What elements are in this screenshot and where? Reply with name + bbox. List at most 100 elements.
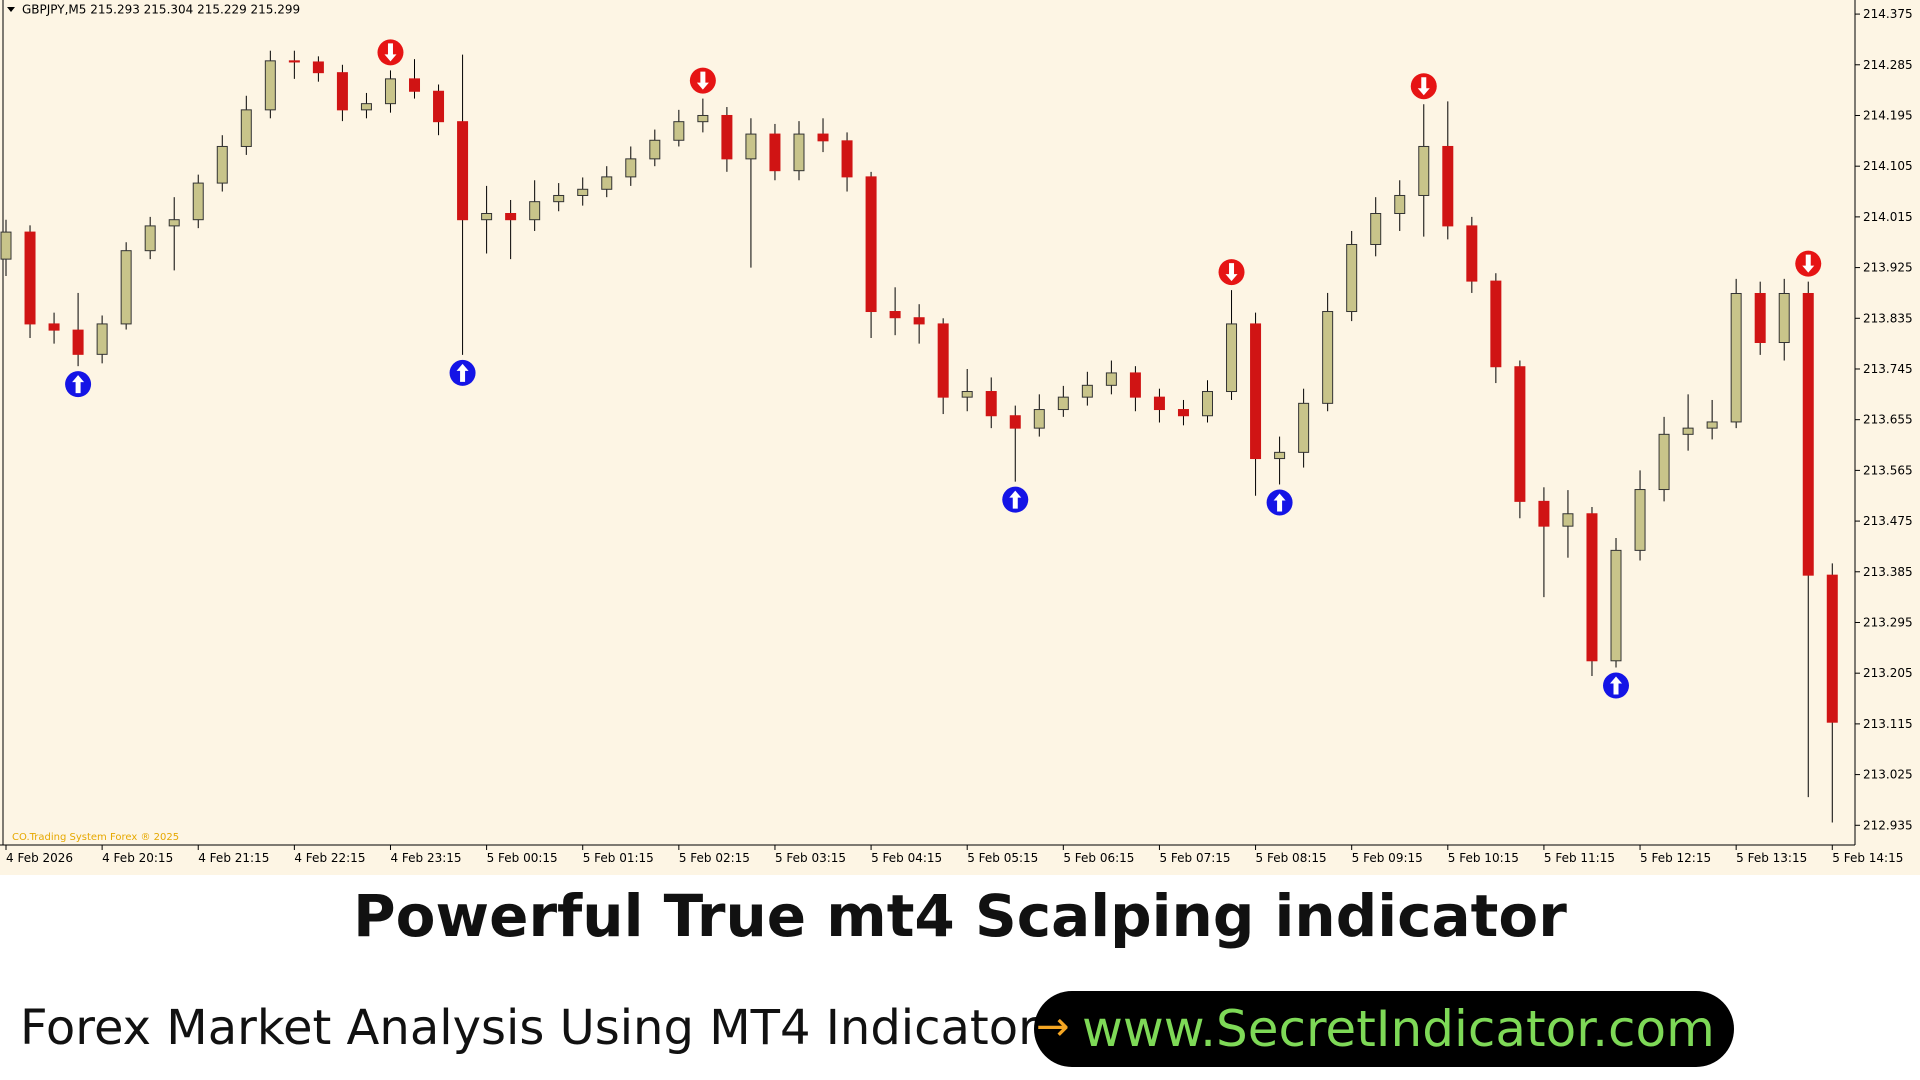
buy-arrow — [1002, 486, 1029, 513]
candle-body — [889, 311, 901, 319]
candle-body — [985, 391, 997, 417]
candle-body — [817, 133, 829, 142]
candle-body — [625, 158, 637, 178]
candle-body — [216, 145, 228, 184]
candle-body — [288, 60, 300, 63]
candle-body — [1418, 145, 1430, 196]
candle-body — [1490, 280, 1502, 368]
candle-body — [865, 176, 877, 313]
y-tick-label: 214.015 — [1863, 210, 1913, 224]
candle-body — [1586, 513, 1598, 662]
x-tick-label: 5 Feb 05:15 — [967, 851, 1038, 865]
candle-body — [409, 78, 421, 92]
arrow-glyph — [1273, 493, 1286, 512]
candle-body — [529, 201, 541, 221]
candle-body — [1826, 574, 1838, 723]
candle-body — [1514, 366, 1526, 502]
arrow-glyph — [384, 43, 397, 62]
x-tick-label: 5 Feb 13:15 — [1736, 851, 1807, 865]
y-tick-label: 214.375 — [1863, 7, 1913, 21]
candle-body — [312, 61, 324, 74]
watermark: CO.Trading System Forex ® 2025 — [12, 832, 179, 843]
candle-body — [1370, 213, 1382, 245]
candle-body — [1322, 311, 1334, 404]
arrow-glyph — [1610, 676, 1623, 695]
y-tick-label: 213.115 — [1863, 717, 1913, 731]
candle-body — [1033, 409, 1045, 429]
candle-body — [457, 121, 469, 221]
candle-body — [240, 109, 252, 147]
candle-body — [1298, 402, 1310, 453]
banner-url[interactable]: www.SecretIndicator.com — [1082, 1000, 1715, 1058]
arrow-glyph — [1225, 263, 1238, 282]
candle-body — [1250, 323, 1262, 460]
candle-body — [1442, 145, 1454, 227]
candle-body — [96, 323, 108, 355]
y-tick-label: 213.295 — [1863, 615, 1913, 629]
sell-arrow — [689, 67, 716, 94]
candle-body — [360, 103, 372, 111]
y-tick-label: 212.935 — [1863, 818, 1913, 832]
x-tick-label: 5 Feb 09:15 — [1352, 851, 1423, 865]
candle-body — [481, 213, 493, 221]
buy-arrow — [449, 359, 476, 386]
candle-body — [1009, 415, 1021, 429]
candle-body — [601, 176, 613, 190]
buy-arrow — [1266, 489, 1293, 516]
y-tick-label: 213.835 — [1863, 311, 1913, 325]
candle-body — [1466, 225, 1478, 282]
candle-body — [24, 231, 36, 325]
arrow-icon: → — [1036, 1004, 1070, 1050]
buy-arrow — [1603, 672, 1630, 699]
candle-body — [168, 219, 180, 227]
y-tick-label: 213.655 — [1863, 413, 1913, 427]
candle-body — [649, 139, 661, 160]
arrow-glyph — [1802, 254, 1815, 273]
candle-body — [721, 114, 733, 160]
x-tick-label: 5 Feb 08:15 — [1256, 851, 1327, 865]
candle-body — [264, 60, 276, 111]
x-tick-label: 4 Feb 2026 — [6, 851, 73, 865]
sell-arrow — [1410, 73, 1437, 100]
x-tick-label: 5 Feb 01:15 — [583, 851, 654, 865]
sell-arrow — [1795, 250, 1822, 277]
banner-title: Powerful True mt4 Scalping indicator — [353, 882, 1567, 950]
url-pill[interactable] — [1034, 991, 1734, 1067]
candle-body — [745, 133, 757, 160]
candle-body — [577, 188, 589, 196]
candle-body — [1610, 549, 1622, 662]
arrow-glyph — [72, 375, 85, 394]
y-tick-label: 213.385 — [1863, 565, 1913, 579]
arrow-glyph — [1417, 77, 1430, 96]
candle-body — [673, 121, 685, 141]
x-tick-label: 4 Feb 22:15 — [294, 851, 365, 865]
banner-subtitle: Forex Market Analysis Using MT4 Indicato… — [20, 1000, 1038, 1056]
candle-body — [433, 90, 445, 123]
menu-triangle — [7, 7, 15, 12]
candle-body — [1081, 384, 1093, 398]
x-tick-label: 4 Feb 23:15 — [390, 851, 461, 865]
candle-body — [553, 194, 565, 203]
sell-arrow — [1218, 259, 1245, 286]
y-tick-label: 214.195 — [1863, 108, 1913, 122]
candle-body — [1538, 500, 1550, 527]
x-tick-label: 4 Feb 20:15 — [102, 851, 173, 865]
candle-body — [120, 250, 132, 325]
arrow-glyph — [696, 71, 709, 90]
candle-body — [144, 225, 156, 252]
candle-body — [1706, 421, 1718, 429]
candle-body — [913, 317, 925, 325]
candle-body — [1682, 427, 1694, 435]
x-tick-label: 5 Feb 06:15 — [1063, 851, 1134, 865]
x-tick-label: 5 Feb 04:15 — [871, 851, 942, 865]
y-tick-label: 213.205 — [1863, 666, 1913, 680]
x-tick-label: 5 Feb 14:15 — [1832, 851, 1903, 865]
candle-body — [769, 133, 781, 172]
candle-body — [1562, 513, 1574, 527]
y-tick-label: 213.475 — [1863, 514, 1913, 528]
candle-body — [1634, 489, 1646, 551]
candle-body — [1394, 194, 1406, 215]
candle-body — [841, 140, 853, 178]
y-tick-label: 213.745 — [1863, 362, 1913, 376]
